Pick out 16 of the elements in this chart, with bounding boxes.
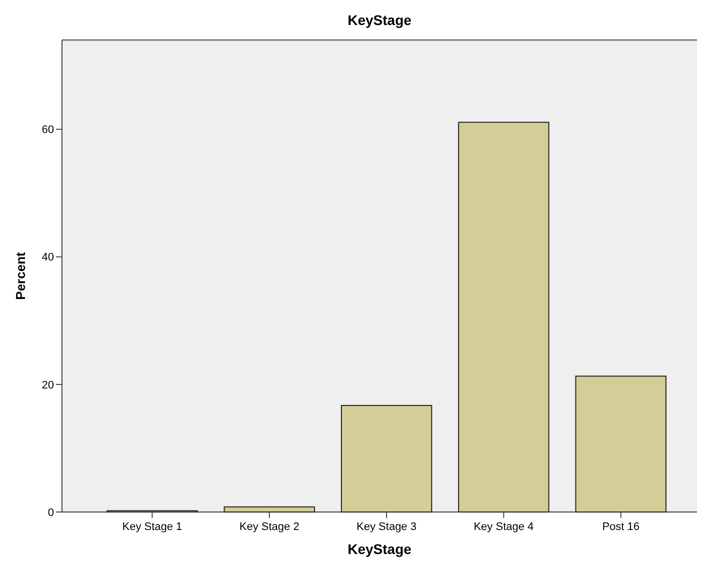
bar xyxy=(224,506,315,512)
bar xyxy=(340,404,432,512)
y-tick-label: 60 xyxy=(42,124,54,136)
y-tick-label: 40 xyxy=(42,252,54,264)
x-tick-label: Key Stage 4 xyxy=(474,521,534,533)
y-tick-label: 0 xyxy=(48,506,54,519)
x-axis-title: KeyStage xyxy=(348,541,412,557)
x-tick-label: Key Stage 2 xyxy=(239,521,300,533)
x-tick-label: Key Stage 1 xyxy=(122,521,182,533)
y-tick-label: 20 xyxy=(42,379,54,392)
y-axis-title: Percent xyxy=(13,251,28,300)
bar xyxy=(458,122,550,512)
chart-title: KeyStage xyxy=(348,12,412,28)
x-tick-label: Key Stage 3 xyxy=(356,521,416,533)
bar xyxy=(575,376,666,512)
x-tick-label: Post 16 xyxy=(602,521,640,533)
